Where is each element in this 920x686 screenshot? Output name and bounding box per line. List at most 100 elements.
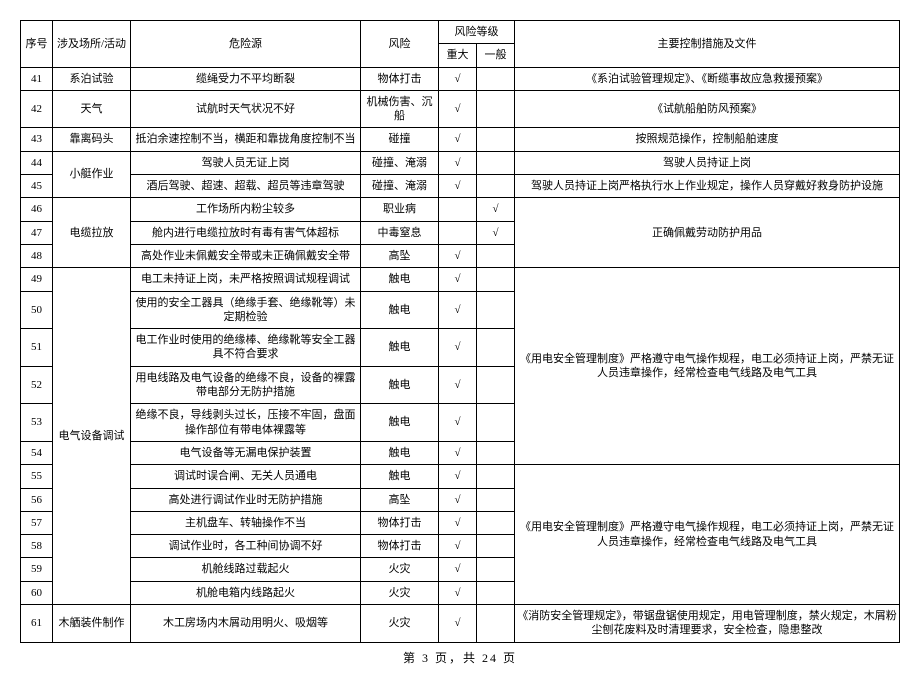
cell-hazard: 缆绳受力不平均断裂: [131, 67, 361, 90]
cell-seq: 57: [21, 511, 53, 534]
cell-hazard: 电工作业时使用的绝缘棒、绝缘靴等安全工器具不符合要求: [131, 329, 361, 367]
table-row: 44 小艇作业 驾驶人员无证上岗 碰撞、淹溺 √ 驾驶人员持证上岗: [21, 151, 900, 174]
cell-risk: 碰撞: [361, 128, 439, 151]
cell-major: [439, 198, 477, 221]
cell-hazard: 机舱线路过载起火: [131, 558, 361, 581]
cell-minor: [477, 175, 515, 198]
cell-seq: 44: [21, 151, 53, 174]
cell-major: √: [439, 175, 477, 198]
cell-minor: [477, 404, 515, 442]
cell-major: √: [439, 535, 477, 558]
cell-major: √: [439, 268, 477, 291]
th-major: 重大: [439, 44, 477, 67]
cell-ctrl: 《用电安全管理制度》严格遵守电气操作规程，电工必须持证上岗，严禁无证人员违章操作…: [515, 465, 900, 605]
cell-seq: 61: [21, 605, 53, 643]
cell-hazard: 木工房场内木屑动用明火、吸烟等: [131, 605, 361, 643]
cell-major: √: [439, 329, 477, 367]
cell-place: 靠离码头: [53, 128, 131, 151]
th-minor: 一般: [477, 44, 515, 67]
cell-seq: 41: [21, 67, 53, 90]
cell-minor: √: [477, 221, 515, 244]
th-risk: 风险: [361, 21, 439, 68]
cell-hazard: 舱内进行电缆拉放时有毒有害气体超标: [131, 221, 361, 244]
cell-ctrl: 按照规范操作，控制船舶速度: [515, 128, 900, 151]
cell-minor: [477, 268, 515, 291]
cell-major: √: [439, 488, 477, 511]
cell-minor: [477, 128, 515, 151]
cell-risk: 触电: [361, 404, 439, 442]
cell-hazard: 电气设备等无漏电保护装置: [131, 441, 361, 464]
cell-place: 小艇作业: [53, 151, 131, 198]
cell-minor: [477, 605, 515, 643]
cell-ctrl: 驾驶人员持证上岗: [515, 151, 900, 174]
cell-hazard: 使用的安全工器具（绝缘手套、绝缘靴等）未定期检验: [131, 291, 361, 329]
table-row: 55 调试时误合闸、无关人员通电 触电 √ 《用电安全管理制度》严格遵守电气操作…: [21, 465, 900, 488]
cell-seq: 56: [21, 488, 53, 511]
cell-hazard: 高处进行调试作业时无防护措施: [131, 488, 361, 511]
cell-risk: 职业病: [361, 198, 439, 221]
th-hazard: 危险源: [131, 21, 361, 68]
table-row: 49 电气设备调试 电工未持证上岗，未严格按照调试规程调试 触电 √ 《用电安全…: [21, 268, 900, 291]
cell-hazard: 机舱电箱内线路起火: [131, 581, 361, 604]
cell-seq: 48: [21, 244, 53, 267]
cell-seq: 58: [21, 535, 53, 558]
cell-major: √: [439, 558, 477, 581]
table-row: 45 酒后驾驶、超速、超载、超员等违章驾驶 碰撞、淹溺 √ 驾驶人员持证上岗严格…: [21, 175, 900, 198]
cell-risk: 碰撞、淹溺: [361, 175, 439, 198]
cell-place: 电缆拉放: [53, 198, 131, 268]
cell-seq: 52: [21, 366, 53, 404]
table-row: 61 木舾装件制作 木工房场内木屑动用明火、吸烟等 火灾 √ 《消防安全管理规定…: [21, 605, 900, 643]
page-indicator: 第 3 页，共 24 页: [20, 649, 900, 666]
cell-risk: 高坠: [361, 244, 439, 267]
cell-seq: 55: [21, 465, 53, 488]
cell-major: √: [439, 511, 477, 534]
cell-hazard: 调试时误合闸、无关人员通电: [131, 465, 361, 488]
cell-risk: 物体打击: [361, 535, 439, 558]
cell-risk: 触电: [361, 291, 439, 329]
cell-ctrl: 正确佩戴劳动防护用品: [515, 198, 900, 268]
cell-seq: 50: [21, 291, 53, 329]
cell-minor: [477, 244, 515, 267]
cell-hazard: 主机盘车、转轴操作不当: [131, 511, 361, 534]
cell-seq: 45: [21, 175, 53, 198]
cell-hazard: 用电线路及电气设备的绝缘不良，设备的裸露带电部分无防护措施: [131, 366, 361, 404]
cell-hazard: 高处作业未佩戴安全带或未正确佩戴安全带: [131, 244, 361, 267]
cell-major: √: [439, 90, 477, 128]
cell-seq: 51: [21, 329, 53, 367]
th-risklevel: 风险等级: [439, 21, 515, 44]
cell-risk: 中毒窒息: [361, 221, 439, 244]
risk-table: 序号 涉及场所/活动 危险源 风险 风险等级 主要控制措施及文件 重大 一般 4…: [20, 20, 900, 643]
cell-risk: 碰撞、淹溺: [361, 151, 439, 174]
cell-minor: [477, 441, 515, 464]
cell-risk: 触电: [361, 366, 439, 404]
cell-seq: 49: [21, 268, 53, 291]
cell-place: 天气: [53, 90, 131, 128]
cell-major: √: [439, 441, 477, 464]
cell-ctrl: 《用电安全管理制度》严格遵守电气操作规程，电工必须持证上岗，严禁无证人员违章操作…: [515, 268, 900, 465]
cell-place: 系泊试验: [53, 67, 131, 90]
cell-risk: 触电: [361, 441, 439, 464]
cell-place: 电气设备调试: [53, 268, 131, 605]
table-body: 41 系泊试验 缆绳受力不平均断裂 物体打击 √ 《系泊试验管理规定》、《断缆事…: [21, 67, 900, 642]
cell-hazard: 抵泊余速控制不当，横距和靠拢角度控制不当: [131, 128, 361, 151]
cell-major: √: [439, 151, 477, 174]
cell-seq: 47: [21, 221, 53, 244]
cell-minor: [477, 511, 515, 534]
cell-minor: [477, 366, 515, 404]
cell-seq: 53: [21, 404, 53, 442]
cell-minor: [477, 535, 515, 558]
cell-minor: [477, 465, 515, 488]
cell-risk: 触电: [361, 329, 439, 367]
cell-major: √: [439, 605, 477, 643]
cell-minor: [477, 67, 515, 90]
cell-minor: [477, 151, 515, 174]
table-row: 41 系泊试验 缆绳受力不平均断裂 物体打击 √ 《系泊试验管理规定》、《断缆事…: [21, 67, 900, 90]
cell-hazard: 酒后驾驶、超速、超载、超员等违章驾驶: [131, 175, 361, 198]
cell-ctrl: 《系泊试验管理规定》、《断缆事故应急救援预案》: [515, 67, 900, 90]
cell-major: √: [439, 244, 477, 267]
cell-ctrl: 《试航船舶防风预案》: [515, 90, 900, 128]
cell-major: √: [439, 404, 477, 442]
cell-risk: 物体打击: [361, 67, 439, 90]
cell-seq: 46: [21, 198, 53, 221]
cell-seq: 59: [21, 558, 53, 581]
